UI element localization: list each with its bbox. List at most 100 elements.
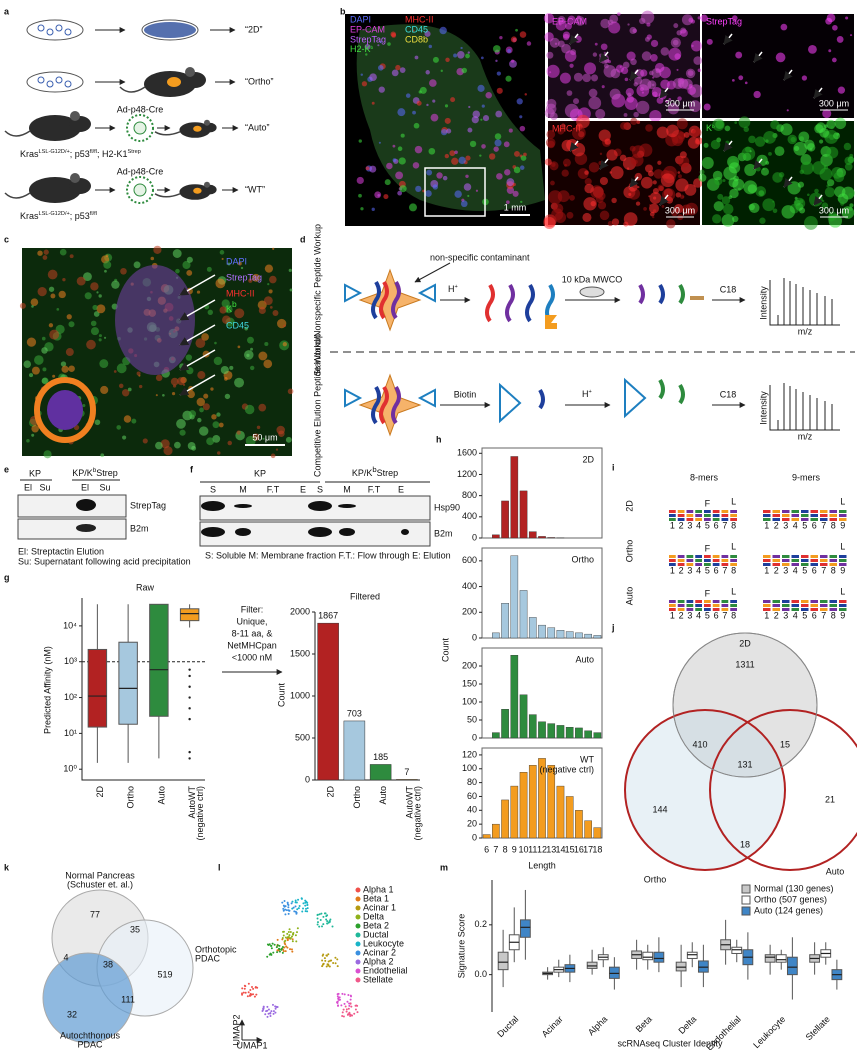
inset bbox=[702, 14, 854, 118]
stain bbox=[604, 138, 611, 145]
logo-glyph bbox=[730, 555, 737, 558]
y-tick-label: 1000 bbox=[290, 690, 310, 700]
label: E bbox=[300, 484, 306, 494]
cell-point bbox=[296, 908, 299, 911]
stain bbox=[202, 403, 210, 411]
label: Filtered bbox=[350, 591, 380, 601]
stain bbox=[668, 98, 672, 101]
stain bbox=[37, 286, 47, 297]
stain bbox=[738, 75, 744, 81]
stain bbox=[657, 160, 662, 165]
stain bbox=[636, 100, 650, 115]
stain bbox=[460, 46, 463, 50]
stain bbox=[611, 197, 617, 204]
stain bbox=[830, 125, 834, 130]
stain bbox=[84, 292, 92, 300]
box bbox=[519, 919, 531, 938]
logo-glyph bbox=[721, 600, 729, 603]
stain bbox=[229, 365, 234, 370]
stain bbox=[798, 207, 806, 214]
stain bbox=[699, 169, 705, 175]
stain bbox=[673, 23, 679, 29]
stain bbox=[672, 78, 684, 90]
label: m/z bbox=[798, 326, 813, 336]
logo-glyph bbox=[730, 600, 737, 603]
cell-point bbox=[290, 948, 293, 951]
stain bbox=[211, 414, 217, 420]
tumor bbox=[167, 77, 181, 87]
label: Predicted Affinity (nM) bbox=[42, 646, 52, 734]
cell-point bbox=[330, 959, 333, 962]
line bbox=[753, 51, 763, 63]
logo-glyph bbox=[782, 608, 790, 611]
logo-glyph bbox=[782, 600, 790, 603]
label: 9-mers bbox=[792, 472, 821, 482]
stain bbox=[237, 345, 241, 349]
label: Standard/Nonspecific Peptide Workup bbox=[312, 224, 322, 376]
y-tick-label: 200 bbox=[462, 607, 477, 617]
logo-glyph bbox=[820, 600, 828, 603]
logo-glyph bbox=[730, 514, 737, 517]
stain bbox=[155, 441, 163, 450]
text-part: H bbox=[448, 284, 455, 294]
x-tick-label: 16 bbox=[574, 844, 584, 854]
position-label: 5 bbox=[802, 565, 807, 575]
stain bbox=[92, 304, 98, 311]
position-label: 5 bbox=[802, 610, 807, 620]
cell-point bbox=[243, 987, 246, 990]
box bbox=[675, 961, 687, 972]
cell-point bbox=[290, 935, 293, 938]
stain bbox=[712, 118, 725, 131]
logo-glyph bbox=[801, 510, 809, 513]
cell-point bbox=[350, 1005, 353, 1008]
stain bbox=[641, 91, 645, 94]
stain bbox=[436, 172, 443, 179]
logo-glyph bbox=[704, 600, 711, 603]
set-auto bbox=[709, 709, 857, 871]
stain bbox=[677, 171, 681, 174]
stain bbox=[98, 338, 102, 342]
x-tick-label: Ductal bbox=[495, 1014, 520, 1039]
stain bbox=[186, 256, 193, 263]
cell-point bbox=[336, 958, 339, 961]
cell-point bbox=[244, 985, 247, 988]
stain bbox=[412, 162, 420, 169]
label: (negative ctrl) bbox=[412, 786, 422, 841]
stain bbox=[42, 255, 48, 260]
stain bbox=[104, 269, 107, 273]
stain bbox=[700, 14, 708, 22]
cell-point bbox=[291, 907, 294, 910]
cell-point bbox=[337, 992, 340, 995]
cell-point bbox=[332, 961, 335, 964]
stain bbox=[827, 179, 835, 187]
stain bbox=[666, 124, 679, 138]
logo-glyph bbox=[730, 604, 737, 607]
label: KP bbox=[29, 468, 41, 478]
stain bbox=[633, 111, 639, 118]
position-label: 4 bbox=[793, 565, 798, 575]
text-part: Strep bbox=[96, 468, 118, 478]
label: H+ bbox=[582, 389, 592, 399]
peptide bbox=[379, 280, 389, 320]
beta2m bbox=[417, 388, 436, 408]
logo-glyph bbox=[829, 563, 837, 566]
band bbox=[201, 527, 225, 537]
logo-glyph bbox=[695, 518, 702, 521]
stain bbox=[122, 435, 127, 440]
y-tick-label: 150 bbox=[462, 678, 477, 688]
stain bbox=[590, 74, 599, 82]
stain bbox=[465, 53, 470, 59]
position-label: 9 bbox=[840, 565, 845, 575]
x-tick-label: 18 bbox=[592, 844, 602, 854]
stain bbox=[722, 203, 734, 215]
x-tick-label: 2D bbox=[95, 786, 105, 798]
bar bbox=[501, 500, 509, 539]
bar bbox=[547, 537, 556, 539]
bar bbox=[510, 555, 519, 639]
stain bbox=[142, 438, 148, 444]
stain bbox=[56, 307, 60, 311]
stain bbox=[414, 145, 423, 154]
cell-point bbox=[327, 960, 330, 963]
position-label: 8 bbox=[731, 565, 736, 575]
cell-point bbox=[306, 910, 309, 913]
